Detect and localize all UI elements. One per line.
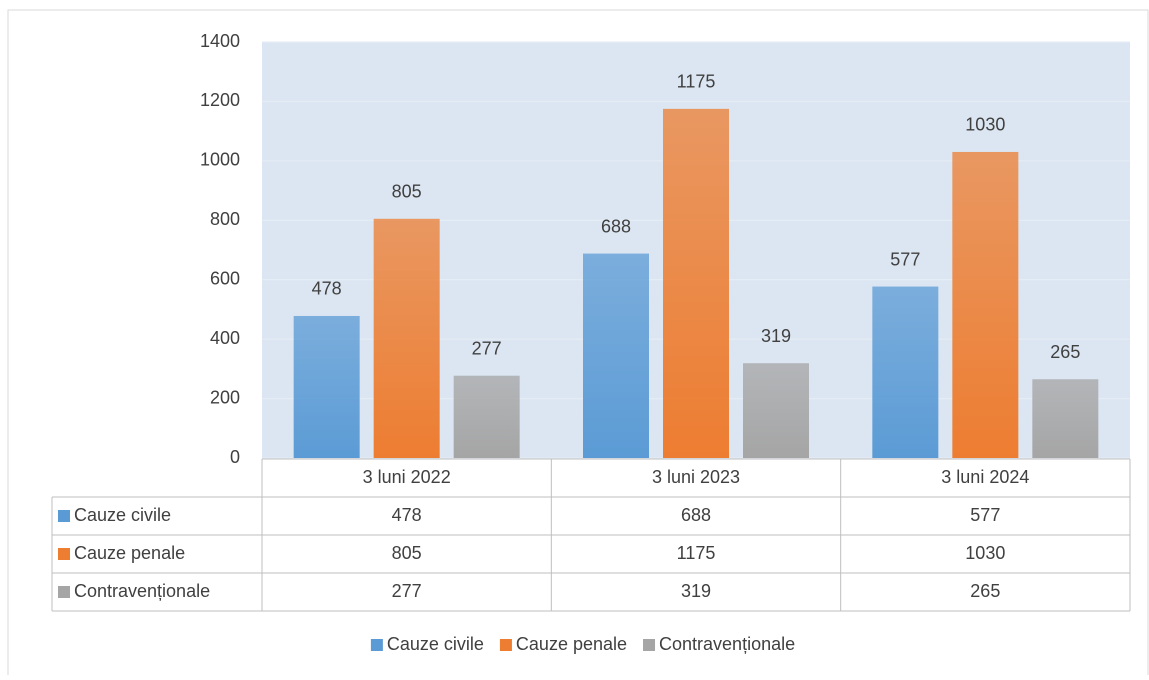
table-row-label: Contravenționale — [74, 581, 210, 601]
table-row-label: Cauze civile — [74, 505, 171, 525]
legend-label: Cauze civile — [387, 634, 484, 654]
table-cell: 277 — [392, 581, 422, 601]
data-label: 577 — [890, 249, 920, 269]
x-tick-label: 3 luni 2024 — [941, 467, 1029, 487]
y-tick-label: 1200 — [200, 90, 240, 110]
y-tick-label: 400 — [210, 328, 240, 348]
data-label: 277 — [472, 338, 502, 358]
table-cell: 688 — [681, 505, 711, 525]
legend-key — [370, 639, 383, 651]
y-tick-label: 600 — [210, 268, 240, 288]
table-cell: 1175 — [677, 543, 716, 563]
table-cell: 805 — [392, 543, 422, 563]
table-cell: 319 — [681, 581, 711, 601]
table-cell: 577 — [970, 505, 1000, 525]
table-row-label: Cauze penale — [74, 543, 185, 563]
x-tick-label: 3 luni 2022 — [363, 467, 451, 487]
bar — [952, 151, 1019, 458]
data-label: 805 — [392, 182, 422, 202]
data-label: 1175 — [677, 72, 716, 92]
table-cell: 265 — [970, 581, 1000, 601]
table-legend-key — [58, 548, 70, 560]
data-label: 688 — [601, 216, 631, 236]
table-cell: 478 — [392, 505, 422, 525]
data-label: 1030 — [965, 115, 1005, 135]
bar — [1032, 379, 1099, 458]
data-label: 478 — [312, 279, 342, 299]
y-tick-label: 0 — [230, 447, 240, 467]
bar — [453, 375, 520, 458]
legend-key — [499, 639, 512, 651]
bar — [663, 108, 729, 458]
bar — [743, 363, 809, 458]
bar — [872, 286, 939, 458]
bar — [293, 315, 360, 458]
y-tick-label: 1400 — [200, 31, 240, 51]
y-tick-label: 800 — [210, 209, 240, 229]
table-legend-key — [58, 586, 70, 598]
y-tick-label: 200 — [210, 387, 240, 407]
legend-label: Cauze penale — [516, 634, 627, 654]
table-legend-key — [58, 510, 70, 522]
x-tick-label: 3 luni 2023 — [652, 467, 740, 487]
legend-key — [643, 639, 656, 651]
table-cell: 1030 — [965, 543, 1005, 563]
bar — [583, 253, 649, 458]
legend-label: Contravenționale — [659, 634, 795, 654]
data-label: 265 — [1050, 342, 1080, 362]
chart-frame — [7, 9, 1149, 680]
y-tick-label: 1000 — [200, 150, 240, 170]
data-label: 319 — [761, 326, 791, 346]
bar — [373, 218, 440, 458]
